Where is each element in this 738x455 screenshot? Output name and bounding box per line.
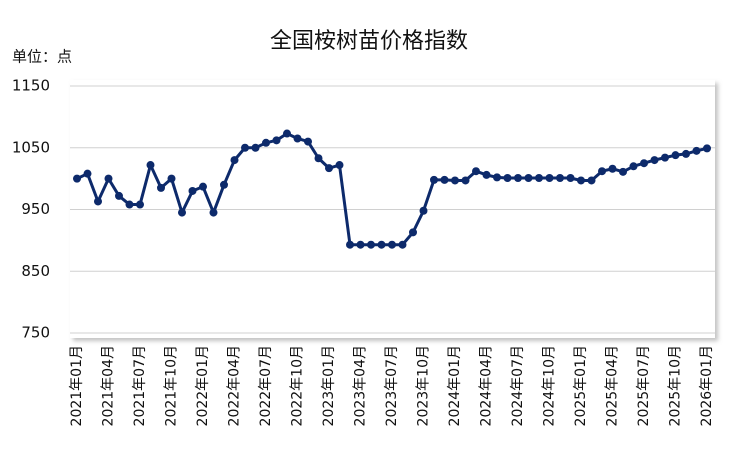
data-point [661,153,669,162]
data-point [493,173,501,182]
y-tick-label: 1150 [12,77,50,95]
data-point [472,167,480,176]
y-tick-label: 750 [21,324,50,342]
x-tick-label: 2025年10月 [668,345,684,426]
data-point [524,174,533,183]
data-point [125,200,134,209]
data-point [209,208,218,217]
data-point [199,182,207,191]
data-point [514,174,522,183]
data-point [482,170,491,179]
data-point [398,240,407,249]
data-point [304,137,312,146]
data-point [556,174,564,183]
data-point [94,197,102,206]
data-point [608,164,617,173]
data-point [535,174,543,183]
x-tick-label: 2024年01月 [447,345,463,426]
data-point [703,144,711,153]
data-point [409,228,417,237]
data-point [566,174,575,183]
data-point [440,175,449,184]
x-tick-label: 2024年10月 [542,345,558,426]
x-tick-label: 2023年07月 [384,345,400,426]
data-point [283,129,291,138]
data-point [461,176,470,185]
x-tick-label: 2023年10月 [416,345,432,426]
data-point [188,186,197,195]
data-point [325,164,333,173]
data-point [388,240,396,249]
data-point [146,161,155,170]
y-tick-label: 1050 [12,138,50,156]
data-point [356,240,365,249]
data-point [629,162,638,171]
data-point [83,169,92,178]
data-point [241,143,249,152]
x-tick-label: 2024年04月 [479,345,495,426]
data-point [671,151,680,160]
data-point [577,176,585,185]
y-tick-label: 950 [21,200,50,218]
data-point [157,183,165,192]
x-tick-label: 2024年07月 [510,345,526,426]
data-point [640,159,648,168]
data-point [230,156,239,165]
x-tick-label: 2026年01月 [699,345,715,426]
data-point [619,167,627,176]
data-point [167,174,176,183]
unit-label: 单位：点 [12,48,72,66]
data-point [251,143,260,152]
data-point [598,167,606,176]
data-point [367,240,375,249]
x-tick-label: 2021年07月 [132,345,148,426]
data-point [430,175,438,184]
data-point [314,154,323,163]
data-point [682,149,690,158]
data-point [346,240,354,249]
data-point [451,176,459,185]
data-point [178,208,186,217]
x-tick-label: 2025年07月 [636,345,652,426]
data-point [377,240,386,249]
data-point [293,134,302,143]
data-point [262,138,270,147]
chart-title: 全国桉树苗价格指数 [270,29,468,54]
x-tick-label: 2021年01月 [69,345,85,426]
data-point [503,174,512,183]
x-tick-label: 2023年01月 [321,345,337,426]
data-point [419,206,428,215]
x-tick-label: 2025年01月 [573,345,589,426]
x-tick-label: 2023年04月 [353,345,369,426]
data-point [587,176,596,185]
y-tick-label: 850 [21,262,50,280]
data-point [692,146,701,155]
data-point [545,174,554,183]
x-tick-label: 2022年07月 [258,345,274,426]
x-tick-label: 2022年10月 [290,345,306,426]
x-tick-label: 2021年04月 [101,345,117,426]
data-point [115,191,123,200]
data-point [220,180,228,189]
data-point [272,136,281,145]
x-tick-label: 2022年01月 [195,345,211,426]
x-tick-label: 2025年04月 [605,345,621,426]
data-point [73,174,81,183]
data-point [335,161,344,170]
data-point [650,156,659,165]
data-point [136,200,144,209]
x-tick-label: 2021年10月 [164,345,180,426]
data-point [104,174,113,183]
x-tick-label: 2022年04月 [227,345,243,426]
